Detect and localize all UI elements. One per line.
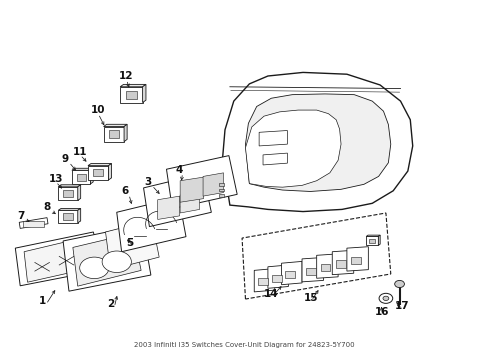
Polygon shape <box>19 218 48 228</box>
Polygon shape <box>78 208 81 223</box>
Bar <box>23 221 43 226</box>
Bar <box>368 239 374 243</box>
Polygon shape <box>203 173 223 196</box>
Polygon shape <box>142 84 145 103</box>
Bar <box>63 190 73 197</box>
Polygon shape <box>58 187 78 201</box>
Polygon shape <box>316 254 337 278</box>
Text: 11: 11 <box>73 147 87 157</box>
Bar <box>219 194 224 197</box>
Polygon shape <box>90 168 93 184</box>
Text: 14: 14 <box>264 289 278 299</box>
Polygon shape <box>108 163 111 180</box>
Polygon shape <box>63 225 151 291</box>
Polygon shape <box>366 235 379 237</box>
Text: 13: 13 <box>48 174 63 184</box>
Bar <box>320 264 330 271</box>
Polygon shape <box>143 174 211 226</box>
Polygon shape <box>331 250 353 275</box>
Circle shape <box>80 257 109 279</box>
Polygon shape <box>105 220 159 270</box>
Polygon shape <box>88 166 108 180</box>
Polygon shape <box>166 156 237 209</box>
Polygon shape <box>180 192 199 213</box>
Text: 10: 10 <box>91 105 105 116</box>
Text: 6: 6 <box>122 186 129 196</box>
Polygon shape <box>88 163 111 166</box>
Bar <box>219 189 224 192</box>
Polygon shape <box>281 261 302 285</box>
Text: 5: 5 <box>126 238 134 248</box>
Polygon shape <box>103 127 124 141</box>
Bar <box>335 260 345 267</box>
Polygon shape <box>124 124 127 141</box>
Polygon shape <box>180 177 203 202</box>
Polygon shape <box>58 210 78 223</box>
Polygon shape <box>378 235 379 246</box>
Bar <box>305 267 315 275</box>
Polygon shape <box>254 269 274 292</box>
Text: 15: 15 <box>304 293 318 303</box>
Polygon shape <box>103 124 127 127</box>
Circle shape <box>382 296 388 301</box>
Bar <box>108 130 119 138</box>
Polygon shape <box>120 87 142 103</box>
Polygon shape <box>120 84 145 87</box>
Text: 17: 17 <box>394 301 408 311</box>
Bar <box>76 174 85 180</box>
Text: 2: 2 <box>107 299 114 309</box>
Bar <box>93 169 103 176</box>
Text: 7: 7 <box>17 211 24 221</box>
Text: 2003 Infiniti I35 Switches Cover-Unit Diagram for 24823-5Y700: 2003 Infiniti I35 Switches Cover-Unit Di… <box>134 342 354 348</box>
Polygon shape <box>242 213 390 299</box>
Circle shape <box>102 251 131 273</box>
Bar <box>350 257 360 264</box>
Bar <box>219 183 224 186</box>
Polygon shape <box>158 196 179 220</box>
Polygon shape <box>58 208 81 210</box>
Text: 1: 1 <box>39 296 46 306</box>
Polygon shape <box>222 72 412 212</box>
Polygon shape <box>245 110 340 187</box>
Polygon shape <box>15 232 103 286</box>
Text: 12: 12 <box>119 71 133 81</box>
Text: 16: 16 <box>374 307 389 317</box>
Polygon shape <box>302 257 323 282</box>
Bar <box>258 278 267 285</box>
Bar <box>285 271 295 278</box>
Bar <box>271 275 281 282</box>
Polygon shape <box>58 185 81 187</box>
Polygon shape <box>267 265 288 288</box>
Text: 4: 4 <box>175 165 182 175</box>
Bar <box>63 213 73 220</box>
Circle shape <box>378 293 392 303</box>
Polygon shape <box>259 131 287 146</box>
Bar <box>125 91 137 99</box>
Polygon shape <box>366 237 378 246</box>
Polygon shape <box>24 237 96 282</box>
Text: 8: 8 <box>43 202 51 212</box>
Polygon shape <box>73 233 141 286</box>
Polygon shape <box>346 247 367 271</box>
Polygon shape <box>117 197 185 252</box>
Text: 3: 3 <box>144 177 151 187</box>
Circle shape <box>394 280 404 288</box>
Polygon shape <box>72 168 93 170</box>
Text: 9: 9 <box>61 154 69 164</box>
Polygon shape <box>263 153 287 165</box>
Polygon shape <box>72 170 90 184</box>
Polygon shape <box>245 94 390 192</box>
Polygon shape <box>78 185 81 201</box>
